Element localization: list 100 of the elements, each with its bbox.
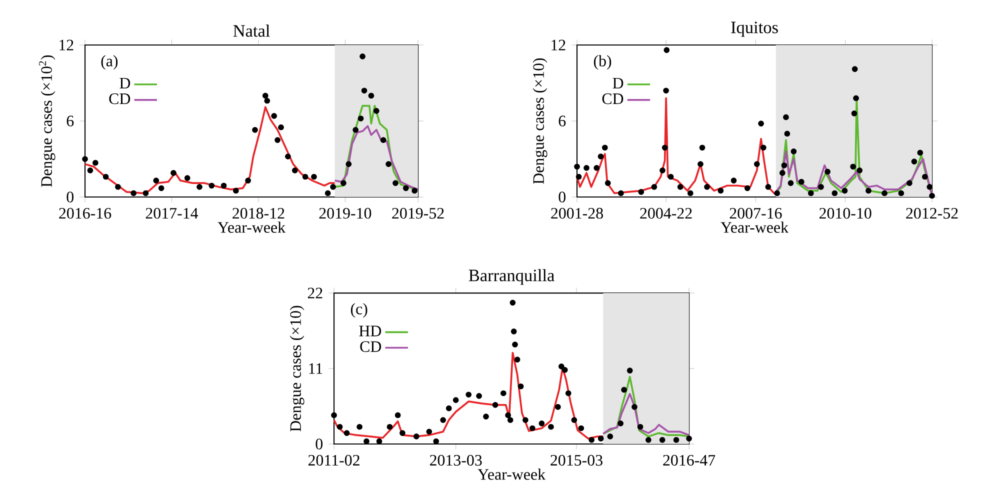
point: [626, 368, 633, 374]
point: [558, 364, 564, 370]
legend-label: CD: [602, 93, 624, 104]
x-axis-title: Year-week: [218, 222, 286, 233]
point: [368, 92, 374, 99]
point: [632, 404, 638, 410]
x-tick-label: 2011-02: [308, 454, 360, 466]
x-tick-label: 2010-10: [819, 208, 872, 219]
point: [373, 108, 380, 114]
point: [660, 168, 666, 174]
point: [922, 174, 928, 180]
point: [413, 434, 420, 440]
point: [618, 190, 624, 196]
point: [555, 404, 561, 410]
point: [512, 342, 518, 348]
x-tick-label: 2001-28: [551, 208, 603, 219]
y-tick-label: 11: [309, 363, 322, 374]
x-tick-label: 2004-22: [640, 208, 692, 219]
y-tick-label: 22: [308, 288, 322, 298]
point: [911, 158, 918, 164]
point: [466, 392, 472, 398]
x-tick-label: 2018-12: [232, 208, 284, 219]
point: [402, 185, 409, 192]
point: [765, 184, 772, 190]
point: [562, 366, 568, 373]
point: [598, 154, 604, 160]
x-axis-title: Year-week: [720, 222, 789, 233]
point: [358, 116, 364, 122]
point: [278, 124, 284, 130]
point: [311, 174, 317, 180]
point: [594, 164, 600, 171]
point: [856, 168, 863, 174]
point: [686, 436, 692, 442]
point: [476, 393, 482, 399]
annotation: (b): [594, 55, 612, 70]
y-tick-label: 0: [66, 192, 74, 202]
legend-label: D: [612, 78, 624, 88]
point: [440, 417, 446, 423]
x-tick-label: 2019-52: [392, 208, 444, 219]
point: [851, 110, 858, 116]
point: [344, 430, 350, 436]
point: [386, 424, 393, 430]
point: [784, 130, 790, 137]
point: [788, 180, 794, 186]
point: [196, 184, 202, 190]
point: [394, 412, 401, 418]
legend-label: D: [120, 78, 130, 88]
point: [646, 436, 652, 443]
x-tick-label: 2016-47: [663, 454, 716, 466]
point: [604, 180, 611, 186]
point: [292, 168, 298, 174]
x-tick-label: 2012-52: [906, 208, 958, 219]
point: [412, 188, 418, 194]
point: [618, 420, 624, 426]
point: [142, 190, 149, 196]
y-tick-label: 0: [316, 438, 323, 450]
point: [730, 178, 737, 184]
point: [853, 95, 859, 102]
point: [842, 188, 848, 194]
point: [760, 144, 766, 151]
chart-title: Natal: [233, 24, 270, 37]
point: [271, 113, 277, 119]
point: [704, 184, 710, 190]
point: [818, 184, 824, 190]
y-tick-label: 12: [60, 40, 74, 50]
point: [82, 156, 88, 162]
point: [664, 47, 670, 54]
y-axis-title: Dengue cases (×10): [532, 58, 548, 184]
point: [510, 328, 517, 334]
point: [673, 436, 680, 443]
point: [264, 98, 270, 104]
point: [882, 190, 888, 196]
point: [336, 424, 343, 430]
point: [584, 164, 590, 171]
point: [917, 150, 924, 156]
point: [252, 126, 258, 133]
y-tick-label: 12: [552, 40, 566, 50]
point: [340, 180, 346, 186]
point: [130, 190, 136, 196]
point: [386, 161, 392, 168]
point: [92, 160, 98, 166]
point: [754, 161, 760, 168]
point: [102, 174, 109, 180]
point: [245, 178, 251, 184]
point: [380, 137, 386, 143]
point: [637, 424, 644, 430]
point: [170, 170, 176, 176]
point: [360, 53, 366, 60]
point: [598, 436, 604, 442]
point: [153, 178, 160, 184]
point: [346, 161, 352, 168]
point: [783, 114, 789, 120]
point: [698, 161, 704, 168]
point: [850, 164, 856, 170]
point: [565, 390, 572, 396]
point: [500, 390, 506, 396]
point: [274, 137, 280, 143]
point: [356, 424, 362, 430]
point: [699, 144, 706, 151]
point: [852, 66, 858, 72]
